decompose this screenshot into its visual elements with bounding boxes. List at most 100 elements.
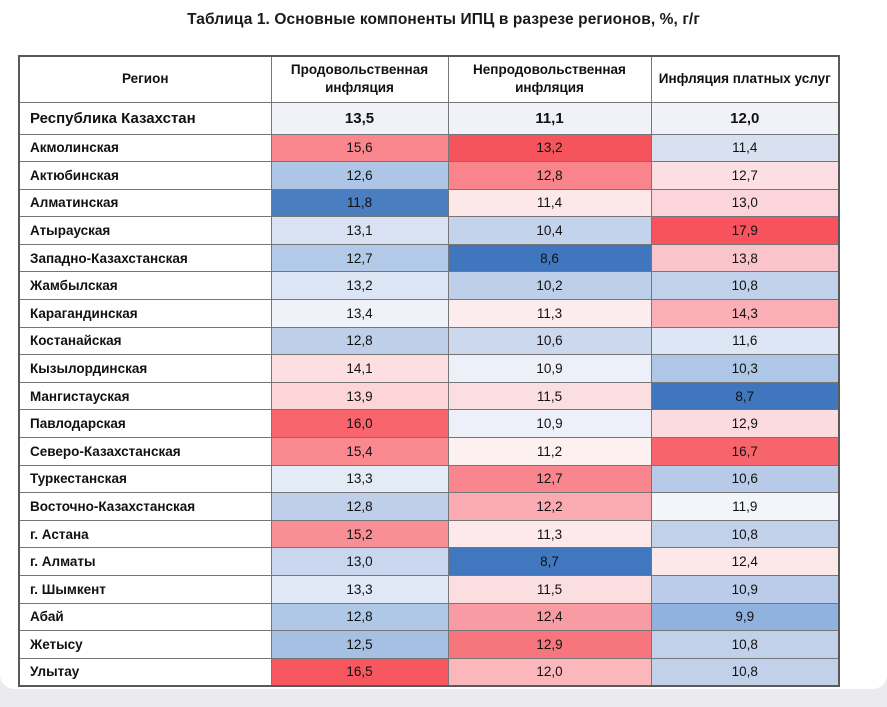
- region-cell: г. Алматы: [18, 547, 272, 576]
- region-cell: Атырауская: [18, 216, 272, 245]
- value-cell-food: 13,2: [270, 271, 449, 301]
- report-page: Таблица 1. Основные компоненты ИПЦ в раз…: [0, 0, 887, 689]
- region-cell: Кызылординская: [18, 354, 272, 383]
- value-cell-services: 9,9: [650, 602, 840, 632]
- value-cell-nonfood: 11,3: [447, 519, 652, 549]
- value-cell-nonfood: 8,7: [447, 547, 652, 576]
- value-cell-services: 10,8: [650, 630, 840, 659]
- value-cell-nonfood: 10,9: [447, 354, 652, 383]
- value-cell-services: 13,8: [650, 243, 840, 273]
- value-cell-nonfood: 12,0: [447, 657, 652, 687]
- table-row: Кызылординская 14,1 10,9 10,3: [18, 354, 840, 383]
- region-cell: г. Астана: [18, 519, 272, 549]
- region-cell: Карагандинская: [18, 299, 272, 328]
- region-cell: Павлодарская: [18, 409, 272, 439]
- region-cell: Алматинская: [18, 188, 272, 218]
- region-cell: Мангистауская: [18, 381, 272, 411]
- table-row: Карагандинская 13,4 11,3 14,3: [18, 299, 840, 328]
- table-row: г. Шымкент 13,3 11,5 10,9: [18, 575, 840, 604]
- table-body: Республика Казахстан 13,5 11,1 12,0 Акмо…: [18, 101, 840, 687]
- value-cell-services: 10,6: [650, 464, 840, 494]
- value-cell-services: 14,3: [650, 299, 840, 328]
- region-cell: Улытау: [18, 657, 272, 687]
- value-cell-nonfood: 12,4: [447, 602, 652, 632]
- col-header-region: Регион: [18, 55, 272, 103]
- region-cell: Акмолинская: [18, 133, 272, 163]
- region-cell: г. Шымкент: [18, 575, 272, 604]
- value-cell-nonfood: 11,5: [447, 575, 652, 604]
- table-row: Улытау 16,5 12,0 10,8: [18, 657, 840, 687]
- region-cell: Костанайская: [18, 326, 272, 356]
- value-cell-food: 13,9: [270, 381, 449, 411]
- value-cell-services: 10,3: [650, 354, 840, 383]
- value-cell-food: 15,4: [270, 437, 449, 466]
- region-cell: Жамбылская: [18, 271, 272, 301]
- cpi-components-table: Регион Продовольственная инфляция Непрод…: [18, 55, 840, 687]
- value-cell-food: 11,8: [270, 188, 449, 218]
- value-cell-food: 12,7: [270, 243, 449, 273]
- value-cell-food: 13,1: [270, 216, 449, 245]
- region-cell: Республика Казахстан: [18, 101, 272, 135]
- value-cell-food: 12,8: [270, 602, 449, 632]
- value-cell-food: 13,3: [270, 575, 449, 604]
- region-cell: Абай: [18, 602, 272, 632]
- value-cell-services: 10,8: [650, 657, 840, 687]
- value-cell-nonfood: 12,8: [447, 161, 652, 190]
- table-row: г. Астана 15,2 11,3 10,8: [18, 519, 840, 549]
- value-cell-services: 12,4: [650, 547, 840, 576]
- value-cell-nonfood: 12,7: [447, 464, 652, 494]
- value-cell-services: 16,7: [650, 437, 840, 466]
- value-cell-nonfood: 12,2: [447, 492, 652, 521]
- value-cell-nonfood: 11,4: [447, 188, 652, 218]
- value-cell-nonfood: 8,6: [447, 243, 652, 273]
- table-row: Западно-Казахстанская 12,7 8,6 13,8: [18, 243, 840, 273]
- region-cell: Северо-Казахстанская: [18, 437, 272, 466]
- summary-row-kazakhstan: Республика Казахстан 13,5 11,1 12,0: [18, 101, 840, 135]
- table-row: Мангистауская 13,9 11,5 8,7: [18, 381, 840, 411]
- table-row: Костанайская 12,8 10,6 11,6: [18, 326, 840, 356]
- value-cell-services: 8,7: [650, 381, 840, 411]
- table-row: Жамбылская 13,2 10,2 10,8: [18, 271, 840, 301]
- table-row: Северо-Казахстанская 15,4 11,2 16,7: [18, 437, 840, 466]
- region-cell: Западно-Казахстанская: [18, 243, 272, 273]
- value-cell-food: 12,6: [270, 161, 449, 190]
- value-cell-services: 12,7: [650, 161, 840, 190]
- table-row: Жетысу 12,5 12,9 10,8: [18, 630, 840, 659]
- value-cell-nonfood: 10,9: [447, 409, 652, 439]
- value-cell-services: 12,0: [650, 101, 840, 135]
- value-cell-food: 13,3: [270, 464, 449, 494]
- table-row: г. Алматы 13,0 8,7 12,4: [18, 547, 840, 576]
- value-cell-nonfood: 12,9: [447, 630, 652, 659]
- value-cell-nonfood: 11,5: [447, 381, 652, 411]
- value-cell-nonfood: 11,2: [447, 437, 652, 466]
- table-row: Восточно-Казахстанская 12,8 12,2 11,9: [18, 492, 840, 521]
- value-cell-services: 10,8: [650, 271, 840, 301]
- region-cell: Жетысу: [18, 630, 272, 659]
- value-cell-food: 12,8: [270, 492, 449, 521]
- value-cell-food: 12,8: [270, 326, 449, 356]
- value-cell-food: 12,5: [270, 630, 449, 659]
- table-row: Павлодарская 16,0 10,9 12,9: [18, 409, 840, 439]
- header-row: Регион Продовольственная инфляция Непрод…: [18, 55, 840, 103]
- value-cell-food: 13,5: [270, 101, 449, 135]
- value-cell-services: 17,9: [650, 216, 840, 245]
- value-cell-nonfood: 10,2: [447, 271, 652, 301]
- value-cell-services: 10,8: [650, 519, 840, 549]
- table-row: Туркестанская 13,3 12,7 10,6: [18, 464, 840, 494]
- table-title: Таблица 1. Основные компоненты ИПЦ в раз…: [187, 11, 700, 28]
- region-cell: Восточно-Казахстанская: [18, 492, 272, 521]
- value-cell-nonfood: 10,6: [447, 326, 652, 356]
- value-cell-services: 11,9: [650, 492, 840, 521]
- value-cell-nonfood: 13,2: [447, 133, 652, 163]
- col-header-food-inflation: Продовольственная инфляция: [270, 55, 449, 103]
- table-row: Абай 12,8 12,4 9,9: [18, 602, 840, 632]
- value-cell-food: 13,4: [270, 299, 449, 328]
- value-cell-food: 16,0: [270, 409, 449, 439]
- value-cell-services: 11,4: [650, 133, 840, 163]
- value-cell-food: 16,5: [270, 657, 449, 687]
- value-cell-services: 10,9: [650, 575, 840, 604]
- value-cell-food: 15,2: [270, 519, 449, 549]
- value-cell-services: 13,0: [650, 188, 840, 218]
- value-cell-nonfood: 11,3: [447, 299, 652, 328]
- col-header-services-inflation: Инфляция платных услуг: [650, 55, 840, 103]
